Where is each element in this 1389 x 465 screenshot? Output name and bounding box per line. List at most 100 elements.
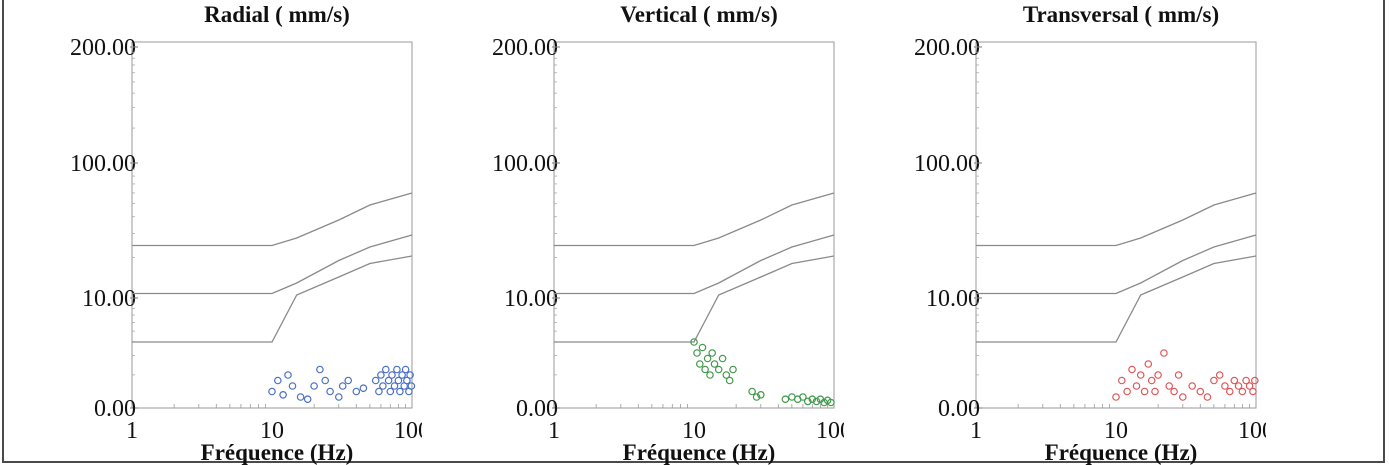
data-point [407, 382, 416, 390]
data-point [1160, 349, 1168, 357]
data-point [403, 376, 411, 385]
data-point [310, 382, 318, 390]
data-point [316, 365, 324, 374]
data-point [803, 397, 812, 406]
limit-line-2 [132, 234, 413, 295]
data-point [279, 390, 287, 399]
x-axis-label: Fréquence (Hz) [201, 440, 354, 465]
limit-line-2 [554, 234, 835, 295]
chart-radial: Radial ( mm/s) 0.00 10.00 100.00 200.00 1 10 10… [70, 2, 422, 465]
data-point [1112, 393, 1120, 401]
limit-line-1 [132, 192, 413, 247]
y-tick-label: 0.00 [938, 396, 980, 422]
data-point [1174, 371, 1183, 379]
chart-panel-radial: Radial ( mm/s) 0.00 10.00 100.00 200.00 1 10 10… [2, 0, 422, 465]
data-point [326, 387, 334, 396]
plot-area [975, 41, 1257, 409]
data-point [388, 371, 396, 379]
data-point [1165, 382, 1174, 390]
x-tick-label: 1 [970, 418, 982, 444]
data-point [1128, 365, 1136, 374]
data-point [725, 376, 734, 385]
data-point [1132, 382, 1141, 390]
data-point [703, 354, 712, 363]
x-tick-label: 10 [1104, 418, 1128, 444]
x-tick-label: 100 [816, 418, 844, 444]
y-tick-label: 10.00 [926, 286, 980, 312]
data-point [393, 365, 401, 374]
data-point [359, 384, 368, 393]
data-point [690, 338, 698, 346]
data-point [781, 395, 790, 404]
data-point [386, 387, 395, 396]
data-point [1210, 376, 1218, 385]
y-tick-label: 100.00 [914, 151, 980, 177]
limit-line-3 [976, 255, 1257, 343]
chart-title: Radial ( mm/s) [204, 2, 350, 27]
data-point [273, 376, 282, 385]
data-point [710, 360, 719, 368]
data-point [381, 365, 390, 374]
x-tick-label: 1 [126, 418, 138, 444]
data-point [396, 387, 404, 396]
data-point [1151, 387, 1159, 396]
data-point [1203, 393, 1212, 401]
plot-area [553, 41, 835, 409]
data-point [394, 376, 403, 385]
data-point [384, 376, 393, 385]
data-point [1188, 382, 1197, 390]
data-point [1147, 376, 1156, 385]
x-tick-label: 1 [548, 418, 560, 444]
data-point [808, 395, 817, 404]
data-point [812, 397, 821, 406]
data-point [706, 371, 714, 379]
chart-vertical: Vertical ( mm/s) 0.00 10.00 100.00 200.00 1 10… [492, 2, 844, 465]
data-point [1249, 387, 1257, 396]
x-tick-label: 10 [260, 418, 284, 444]
y-tick-label: 200.00 [70, 35, 136, 61]
y-tick-label: 200.00 [492, 35, 558, 61]
data-point [799, 393, 807, 401]
data-point [401, 365, 410, 374]
data-point [701, 365, 709, 374]
data-point [698, 343, 707, 352]
data-point [756, 390, 765, 399]
limit-line-3 [132, 255, 413, 343]
data-point [1245, 382, 1254, 390]
chart-title: Vertical ( mm/s) [620, 2, 778, 27]
data-point [1242, 376, 1250, 385]
data-point [377, 371, 385, 379]
x-tick-label: 10 [682, 418, 706, 444]
limit-line-1 [554, 192, 835, 247]
data-point [1154, 371, 1162, 379]
data-point [344, 376, 353, 385]
y-tick-label: 100.00 [70, 151, 136, 177]
chart-panel-transversal: Transversal ( mm/s) 0.00 10.00 100.00 200.00… [846, 0, 1266, 465]
data-point [1178, 393, 1187, 401]
data-point [338, 382, 347, 390]
data-point [284, 371, 292, 379]
chart-panel-vertical: Vertical ( mm/s) 0.00 10.00 100.00 200.00 1 10… [424, 0, 844, 465]
data-point [718, 354, 727, 363]
data-point [1250, 376, 1259, 385]
y-tick-label: 200.00 [914, 35, 980, 61]
data-point [334, 393, 343, 401]
x-axis-label: Fréquence (Hz) [1045, 440, 1198, 465]
chart-transversal: Transversal ( mm/s) 0.00 10.00 100.00 200.00… [914, 2, 1266, 465]
data-point [1144, 360, 1153, 368]
data-point [1230, 376, 1239, 385]
data-point [1123, 387, 1131, 396]
data-point [1234, 382, 1243, 390]
data-point [708, 349, 717, 357]
data-point [748, 387, 756, 396]
y-tick-label: 10.00 [504, 286, 558, 312]
data-point [379, 382, 387, 390]
data-point [352, 387, 361, 396]
y-tick-label: 0.00 [94, 396, 136, 422]
data-point [321, 376, 330, 385]
x-axis-label: Fréquence (Hz) [623, 440, 776, 465]
data-point [390, 382, 399, 390]
data-point [722, 371, 731, 379]
data-point [406, 371, 414, 379]
